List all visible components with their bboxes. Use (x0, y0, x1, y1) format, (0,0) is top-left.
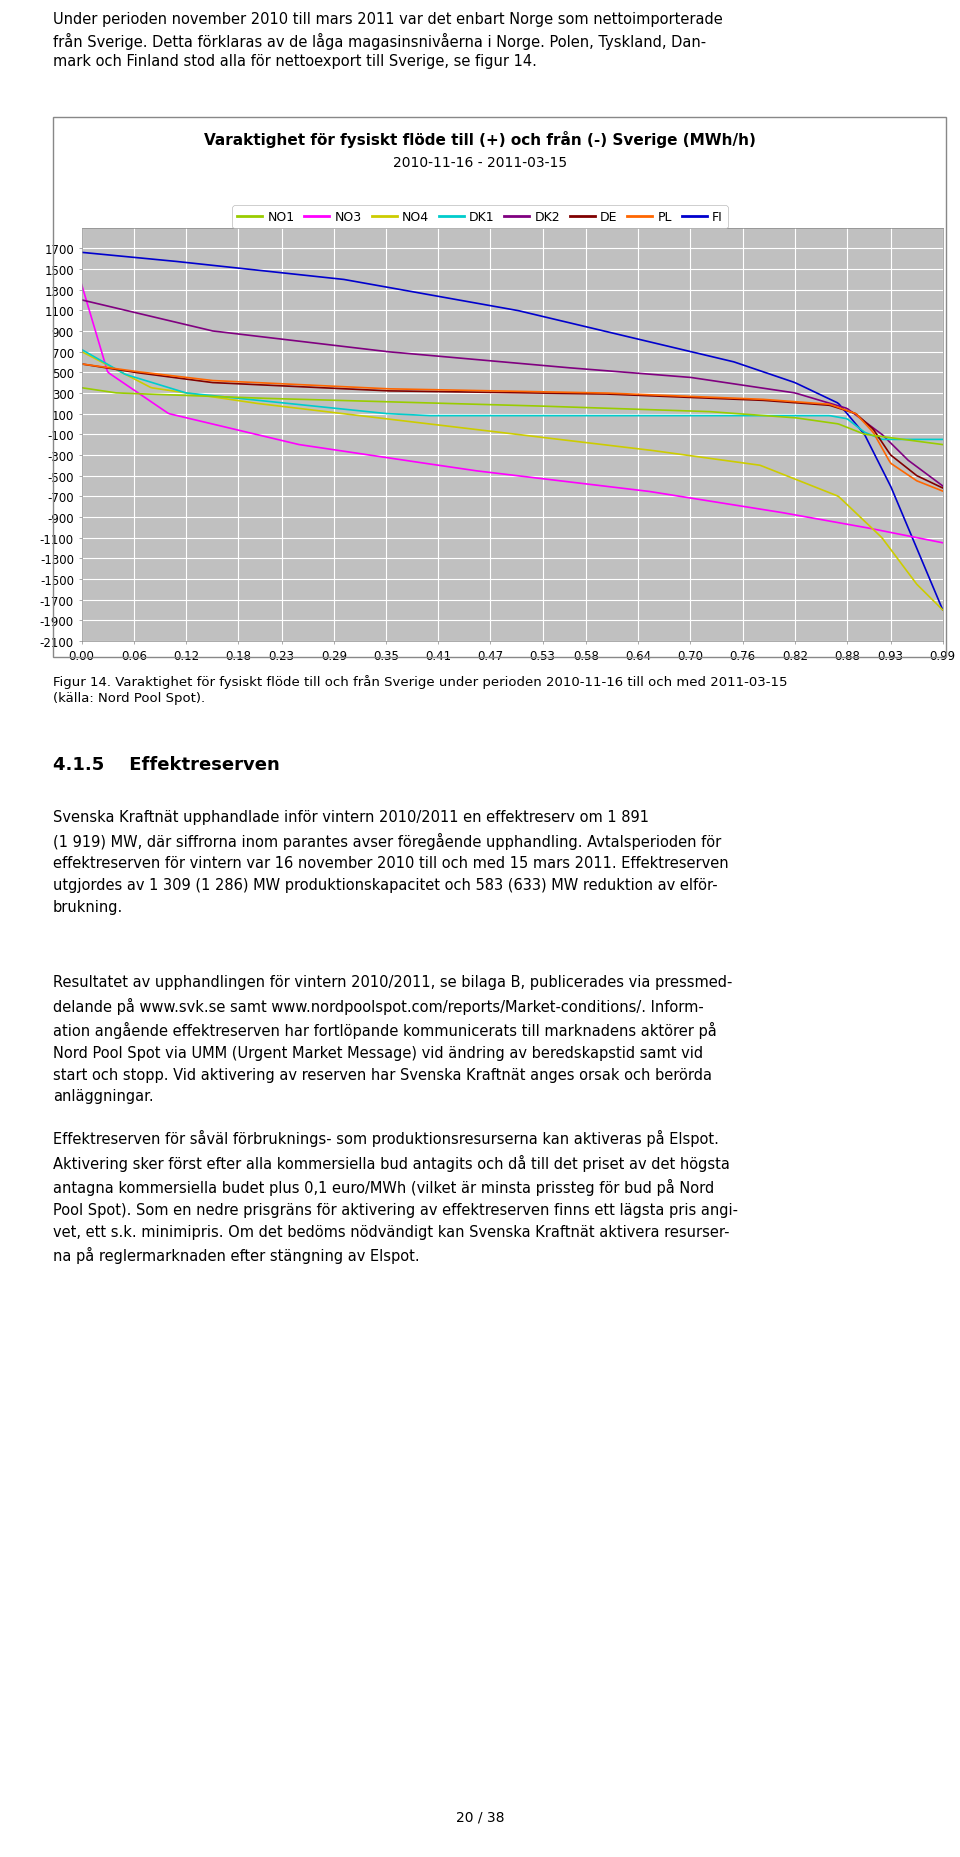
PL (588, 383, 600, 405)
NO1 (76, 377, 87, 399)
DE (76, 353, 87, 375)
NO1 (541, 396, 553, 418)
Line: NO1: NO1 (82, 388, 943, 446)
DE (781, 392, 793, 414)
FI (937, 600, 948, 622)
Line: DK1: DK1 (82, 351, 943, 440)
NO1 (588, 397, 600, 420)
Line: DE: DE (82, 364, 943, 488)
Text: Varaktighet för fysiskt flöde till (+) och från (-) Sverige (MWh/h): Varaktighet för fysiskt flöde till (+) o… (204, 132, 756, 149)
NO4 (490, 422, 501, 444)
Line: DK2: DK2 (82, 301, 943, 487)
Line: FI: FI (82, 253, 943, 611)
DK2 (485, 351, 496, 373)
Text: Effektreserven för såväl förbruknings- som produktionsresurserna kan aktiveras p: Effektreserven för såväl förbruknings- s… (53, 1129, 738, 1265)
DK1 (541, 405, 553, 427)
NO3 (541, 468, 553, 490)
DK1 (588, 405, 600, 427)
DK1 (918, 429, 929, 451)
Text: Resultatet av upphandlingen för vintern 2010/2011, se bilaga B, publicerades via: Resultatet av upphandlingen för vintern … (53, 975, 732, 1103)
Legend: NO1, NO3, NO4, DK1, DK2, DE, PL, FI: NO1, NO3, NO4, DK1, DK2, DE, PL, FI (232, 206, 728, 228)
Text: Under perioden november 2010 till mars 2011 var det enbart Norge som nettoimport: Under perioden november 2010 till mars 2… (53, 11, 723, 69)
NO4 (937, 600, 948, 622)
NO1 (937, 435, 948, 457)
NO3 (781, 503, 793, 526)
NO3 (490, 462, 501, 485)
Text: 2010-11-16 - 2011-03-15: 2010-11-16 - 2011-03-15 (393, 156, 567, 169)
DK1 (490, 405, 501, 427)
DK2 (781, 381, 793, 403)
DE (916, 468, 927, 490)
NO3 (916, 527, 927, 550)
DK1 (876, 429, 888, 451)
Text: Figur 14. Varaktighet för fysiskt flöde till och från Sverige under perioden 201: Figur 14. Varaktighet för fysiskt flöde … (53, 674, 787, 704)
DK1 (76, 340, 87, 362)
PL (485, 381, 496, 403)
DK2 (916, 461, 927, 483)
NO1 (490, 394, 501, 416)
NO4 (916, 579, 927, 602)
Text: 20 / 38: 20 / 38 (456, 1809, 504, 1824)
PL (541, 381, 553, 403)
NO4 (781, 466, 793, 488)
NO1 (916, 431, 927, 453)
FI (541, 306, 553, 329)
DE (541, 383, 553, 405)
FI (916, 550, 927, 572)
PL (937, 481, 948, 503)
NO3 (588, 474, 600, 496)
FI (76, 241, 87, 264)
NO4 (485, 422, 496, 444)
Line: NO3: NO3 (82, 286, 943, 544)
Line: PL: PL (82, 364, 943, 492)
DE (588, 383, 600, 405)
DK1 (485, 405, 496, 427)
NO1 (485, 394, 496, 416)
DK1 (937, 429, 948, 451)
FI (490, 297, 501, 319)
DE (490, 383, 501, 405)
DK2 (588, 360, 600, 383)
FI (485, 295, 496, 318)
Line: NO4: NO4 (82, 353, 943, 611)
DK2 (937, 475, 948, 498)
NO4 (588, 433, 600, 455)
FI (588, 318, 600, 340)
NO3 (485, 462, 496, 485)
Text: 4.1.5    Effektreserven: 4.1.5 Effektreserven (53, 756, 279, 774)
NO4 (541, 427, 553, 449)
FI (781, 370, 793, 392)
DE (485, 383, 496, 405)
PL (916, 472, 927, 494)
PL (76, 353, 87, 375)
PL (781, 390, 793, 412)
NO3 (937, 533, 948, 555)
NO3 (76, 275, 87, 297)
DK1 (781, 405, 793, 427)
NO1 (781, 407, 793, 429)
PL (490, 381, 501, 403)
DE (937, 477, 948, 500)
DK2 (76, 290, 87, 312)
DK2 (490, 351, 501, 373)
DK2 (541, 355, 553, 377)
Text: Svenska Kraftnät upphandlade inför vintern 2010/2011 en effektreserv om 1 891
(1: Svenska Kraftnät upphandlade inför vinte… (53, 810, 729, 914)
NO4 (76, 342, 87, 364)
